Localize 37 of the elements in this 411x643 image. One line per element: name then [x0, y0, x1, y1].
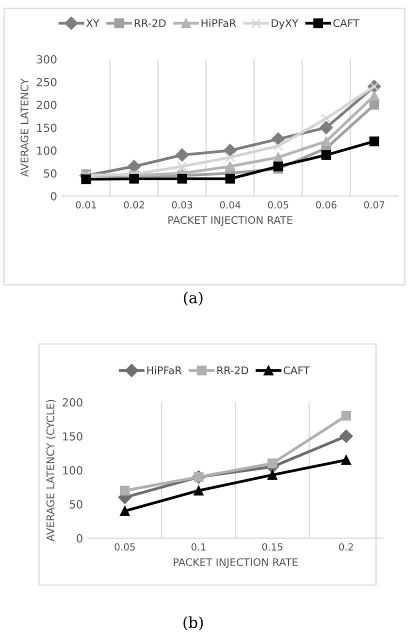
- x-tick-label: 0.02: [124, 201, 144, 208]
- y-tick-label: 0: [50, 192, 56, 200]
- y-tick-label: 200: [36, 100, 56, 110]
- legend-label: CAFT: [284, 366, 310, 374]
- y-axis-title: AVERAGE LATENCY (CYCLE): [46, 400, 56, 542]
- y-axis-title: AVERAGE LATENCY: [20, 78, 28, 177]
- text: (b): [184, 616, 203, 630]
- y-tick-label: 150: [63, 432, 82, 441]
- x-tick-label: 0.15: [262, 543, 282, 551]
- y-tick-label: 300: [36, 55, 56, 64]
- x-tick-label: 0.01: [76, 201, 96, 208]
- legend-label: HiPFaR: [202, 19, 236, 28]
- legend-label: DyXY: [272, 19, 298, 30]
- legend-label: CAFT: [333, 19, 360, 28]
- text: (a): [184, 292, 202, 306]
- x-tick-label: 0.07: [364, 201, 384, 208]
- x-tick-label: 0.03: [172, 201, 192, 208]
- y-tick-label: 50: [70, 500, 82, 509]
- y-tick-label: 100: [63, 466, 82, 475]
- y-tick-label: 250: [36, 78, 56, 86]
- legend-label: RR-2D: [134, 19, 166, 27]
- x-tick-label: 0.06: [316, 201, 336, 208]
- x-tick-label: 0.04: [220, 201, 240, 208]
- y-tick-label: 200: [62, 398, 82, 407]
- x-axis-title: PACKET INJECTION RATE: [168, 216, 292, 226]
- y-tick-label: 150: [37, 124, 56, 132]
- legend-label: XY: [86, 19, 100, 27]
- legend-label: HiPFaR: [147, 366, 182, 374]
- x-axis-title: PACKET INJECTION RATE: [174, 558, 298, 568]
- x-tick-label: 0.05: [114, 543, 135, 551]
- y-tick-label: 100: [37, 146, 56, 155]
- x-tick-label: 0.05: [268, 201, 288, 208]
- x-tick-label: 0.1: [192, 543, 206, 551]
- y-tick-label: 50: [44, 169, 56, 178]
- legend-label: RR-2D: [217, 366, 248, 374]
- x-tick-label: 0.2: [339, 543, 353, 551]
- y-tick-label: 0: [76, 534, 82, 543]
